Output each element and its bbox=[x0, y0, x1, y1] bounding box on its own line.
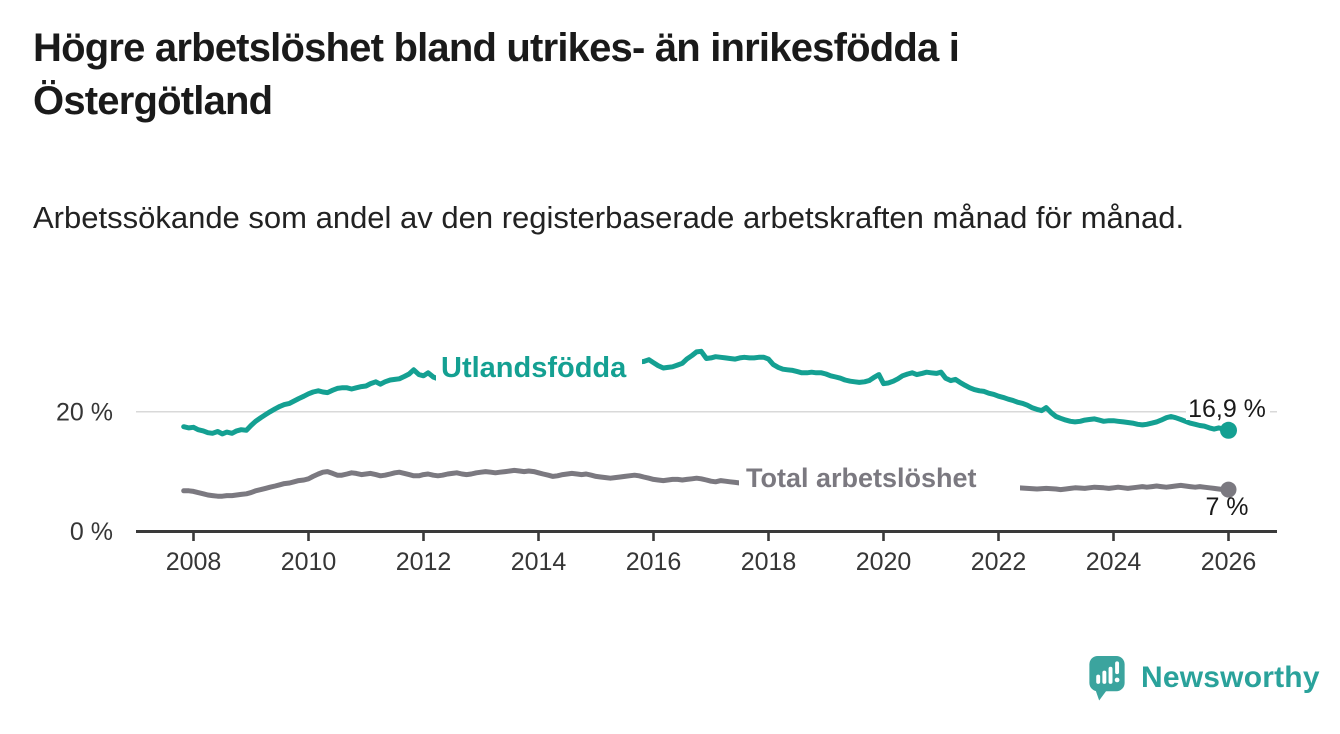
series-label-utlandsfodda: Utlandsfödda bbox=[441, 352, 627, 384]
brand-footer: Newsworthy bbox=[1086, 654, 1320, 701]
series-label-total: Total arbetslöshet bbox=[746, 463, 977, 493]
logo-exclamation-bar bbox=[1115, 661, 1120, 675]
page-subtitle: Arbetssökande som andel av den registerb… bbox=[33, 200, 1185, 235]
series-label-mask-0 bbox=[436, 349, 642, 384]
page-title: Högre arbetslöshet bland utrikes- än inr… bbox=[33, 26, 960, 123]
series-label-mask-1 bbox=[739, 460, 1020, 494]
x-tick-label-2016: 2016 bbox=[626, 548, 682, 576]
x-tick-label-2012: 2012 bbox=[396, 548, 452, 576]
logo-bar-small bbox=[1096, 674, 1101, 684]
x-tick-label-2022: 2022 bbox=[971, 548, 1027, 576]
chart-root: 2008 2010 2012 2014 2016 2018 2020 2022 2024 2026… bbox=[56, 348, 1277, 576]
x-tick-label-2026: 2026 bbox=[1201, 548, 1257, 576]
logo-bubble-tail bbox=[1095, 689, 1108, 701]
end-value-label-total: 7 % bbox=[1205, 493, 1248, 521]
brand-name: Newsworthy bbox=[1141, 660, 1320, 694]
series-line-total bbox=[181, 467, 1231, 499]
y-tick-label-20: 20 % bbox=[56, 398, 113, 426]
x-tick-label-2014: 2014 bbox=[511, 548, 567, 576]
x-tick-label-2010: 2010 bbox=[281, 548, 337, 576]
logo-bubble bbox=[1089, 655, 1125, 692]
series-line-utlandsfodda bbox=[181, 348, 1231, 437]
x-tick-label-2018: 2018 bbox=[741, 548, 797, 576]
end-value-label-utlandsfodda: 16,9 % bbox=[1188, 395, 1266, 423]
end-dot-total bbox=[1220, 481, 1237, 498]
x-tick-label-2008: 2008 bbox=[166, 548, 222, 576]
x-tick-label-2020: 2020 bbox=[856, 548, 912, 576]
x-tick-label-2024: 2024 bbox=[1086, 548, 1142, 576]
y-tick-label-0: 0 % bbox=[70, 518, 113, 546]
logo-bar-tall bbox=[1108, 666, 1113, 684]
logo-exclamation-dot bbox=[1114, 677, 1120, 683]
end-dot-utlandsfodda bbox=[1220, 421, 1237, 439]
end-label-mask-0 bbox=[1186, 397, 1270, 420]
logo-bar-medium bbox=[1102, 670, 1107, 684]
newsworthy-logo-icon bbox=[1089, 655, 1125, 701]
